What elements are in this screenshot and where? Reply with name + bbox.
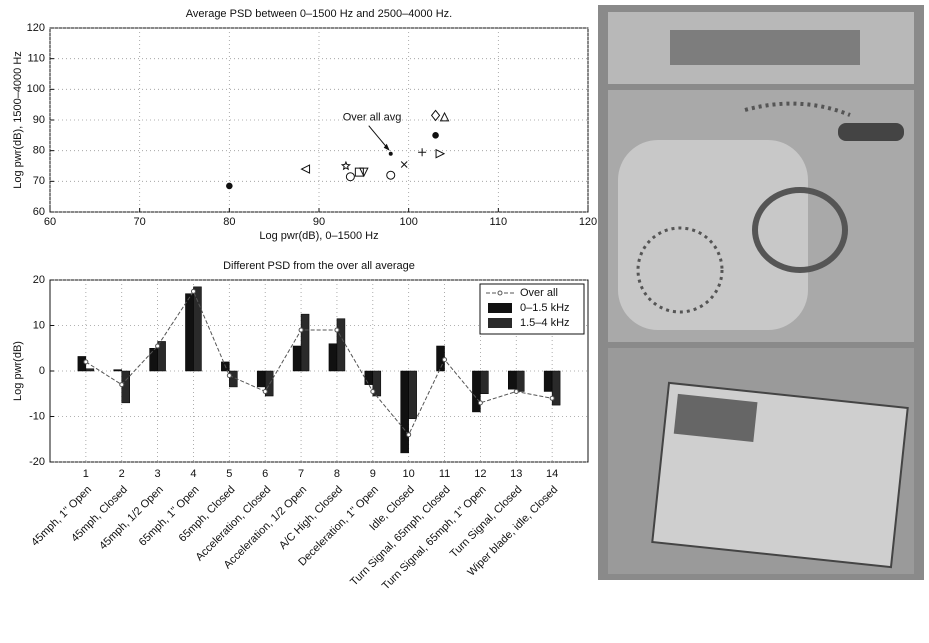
x-tick-label: 7 [298, 468, 304, 480]
y-tick-label: 0 [39, 365, 45, 377]
bar [86, 369, 94, 371]
legend-marker [498, 291, 502, 295]
x-tick-label: 80 [223, 216, 235, 228]
y-axis-label: Log pwr(dB), 1500–4000 Hz [12, 51, 24, 189]
point [302, 165, 310, 173]
y-tick-label: -10 [29, 410, 45, 422]
bar [329, 344, 337, 371]
condition-label: 45mph, 1/2 Open [97, 484, 166, 553]
line-point [478, 401, 482, 405]
bar [409, 371, 417, 419]
figure: Average PSD between 0–1500 Hz and 2500–4… [0, 0, 929, 643]
y-tick-label: 20 [33, 274, 45, 286]
line-point [550, 396, 554, 400]
x-tick-label: 12 [474, 468, 486, 480]
x-tick-label: 9 [370, 468, 376, 480]
x-tick-label: 100 [399, 216, 417, 228]
point [227, 183, 233, 189]
x-tick-label: 60 [44, 216, 56, 228]
x-tick-label: 1 [83, 468, 89, 480]
y-tick-label: -20 [29, 456, 45, 468]
bar [544, 371, 552, 391]
photo [598, 5, 924, 580]
line-point [407, 433, 411, 437]
condition-label: 45mph, 1" Open [29, 484, 94, 549]
y-axis-label: Log pwr(dB) [12, 341, 24, 401]
x-tick-label: 90 [313, 216, 325, 228]
bar [114, 370, 122, 371]
y-tick-label: 90 [33, 114, 45, 126]
line-point [299, 328, 303, 332]
x-tick-label: 13 [510, 468, 522, 480]
line-point [84, 360, 88, 364]
bar [508, 371, 516, 389]
chart-title: Average PSD between 0–1500 Hz and 2500–4… [186, 8, 452, 20]
legend-label: Over all [520, 287, 558, 299]
bar [257, 371, 265, 387]
bar [480, 371, 488, 394]
y-tick-label: 100 [27, 83, 45, 95]
point [346, 173, 354, 181]
x-tick-label: 2 [119, 468, 125, 480]
legend-label: 0–1.5 kHz [520, 302, 570, 314]
condition-label: A/C High, Closed [277, 484, 345, 552]
line-point [227, 374, 231, 378]
y-tick-label: 110 [27, 53, 45, 65]
legend-label: 1.5–4 kHz [520, 317, 570, 329]
photo-equipment-panel [674, 394, 758, 442]
line-point [514, 389, 518, 393]
x-tick-label: 4 [190, 468, 196, 480]
legend-swatch [488, 318, 512, 328]
photo-mic-bar [670, 30, 860, 65]
point [342, 162, 350, 169]
x-tick-label: 120 [579, 216, 597, 228]
bar [365, 371, 373, 385]
line-point [263, 389, 267, 393]
bar [293, 346, 301, 371]
bar [472, 371, 480, 412]
x-axis-label: Log pwr(dB), 0–1500 Hz [259, 230, 378, 242]
x-tick-label: 6 [262, 468, 268, 480]
bar [401, 371, 409, 453]
x-tick-label: 11 [439, 468, 450, 480]
point [432, 110, 440, 120]
line-point [443, 358, 447, 362]
x-tick-label: 10 [403, 468, 415, 480]
bar [193, 287, 201, 371]
line-point [156, 344, 160, 348]
x-tick-label: 70 [134, 216, 146, 228]
point [389, 152, 392, 155]
bar [516, 371, 524, 391]
line-point [371, 389, 375, 393]
x-tick-label: 3 [155, 468, 161, 480]
point [401, 161, 407, 167]
bar [301, 314, 309, 371]
photo-seat [618, 140, 808, 330]
x-tick-label: 110 [490, 216, 508, 228]
y-tick-label: 80 [33, 145, 45, 157]
y-tick-label: 120 [27, 22, 45, 34]
bar [337, 319, 345, 371]
point [387, 171, 395, 179]
x-tick-label: 14 [546, 468, 558, 480]
point [418, 148, 426, 156]
line-point [335, 328, 339, 332]
line-point [120, 383, 124, 387]
y-tick-label: 10 [33, 319, 45, 331]
photo-mirror [838, 123, 904, 141]
y-tick-label: 70 [33, 175, 45, 187]
bar [150, 348, 158, 371]
bar [122, 371, 130, 403]
legend-swatch [488, 303, 512, 313]
point [441, 113, 449, 121]
line-point [191, 289, 195, 293]
chart-title: Different PSD from the over all average [223, 260, 415, 272]
point [433, 133, 439, 139]
x-tick-label: 5 [226, 468, 232, 480]
bar [185, 294, 193, 371]
x-tick-label: 8 [334, 468, 340, 480]
annotation: Over all avg [343, 112, 402, 124]
